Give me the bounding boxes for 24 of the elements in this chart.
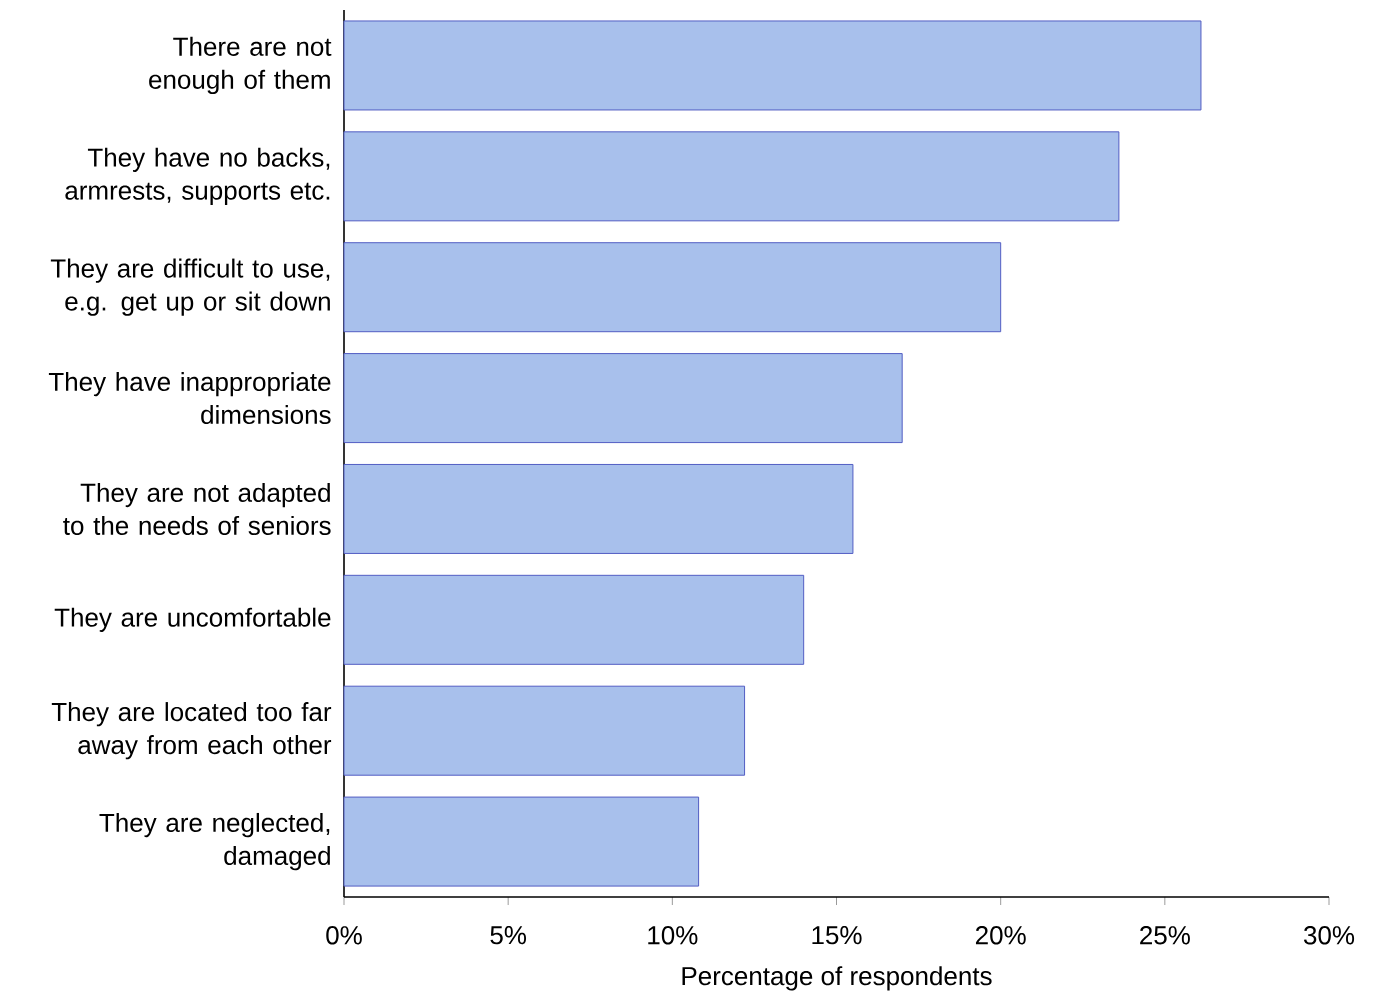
bar [343, 574, 805, 665]
bar [343, 20, 1202, 111]
bar [343, 242, 1002, 333]
bar [343, 463, 854, 554]
y-tick-label: They have no backs, armrests, supports etc. [65, 147, 330, 205]
x-tick-label: 10% [648, 926, 698, 945]
x-tick-label: 0% [326, 926, 362, 945]
y-tick-label: They are difficult to use, e.g. get up or sit down [50, 258, 330, 316]
y-tick-label: They are uncomfortable [54, 607, 331, 632]
x-tick-label: 20% [975, 926, 1026, 945]
y-tick-label: They are neglected, damaged [99, 812, 330, 871]
x-tick-label: 30% [1303, 926, 1355, 945]
bar [343, 353, 903, 444]
y-tick-label: They are located too far away from each other [51, 702, 332, 760]
y-tick-label: They are not adapted to the needs of seniors [63, 482, 331, 535]
x-tick-label: 25% [1140, 926, 1190, 945]
y-tick-label: There are not enough of them [149, 36, 332, 95]
bar [343, 796, 700, 887]
bar [343, 131, 1120, 222]
bar [343, 685, 746, 776]
x-tick-label: 5% [490, 926, 527, 945]
y-tick-label: They have inappropriate dimensions [48, 372, 331, 425]
x-axis-title: Percentage of respondents [682, 966, 992, 991]
x-tick-label: 15% [812, 926, 862, 945]
